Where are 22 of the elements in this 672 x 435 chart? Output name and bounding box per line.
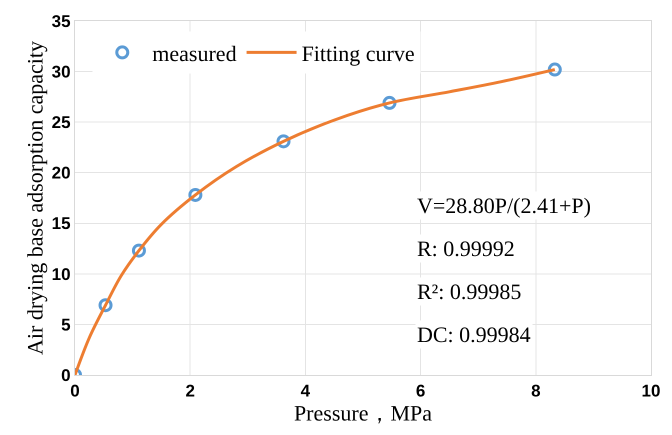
- annotation: V=28.80P/(2.41+P): [417, 193, 591, 218]
- annotation: DC: 0.99984: [417, 322, 531, 347]
- annotation: R²: 0.99985: [417, 279, 522, 304]
- x-tick-label: 10: [642, 381, 660, 400]
- y-tick-label: 10: [52, 264, 71, 284]
- y-tick-label: 0: [61, 366, 71, 385]
- legend-label: measured: [152, 41, 237, 66]
- y-tick-label: 30: [52, 62, 71, 82]
- x-tick-label: 8: [531, 381, 541, 400]
- y-tick-label: 5: [61, 315, 71, 334]
- point: [548, 62, 562, 77]
- legend-label: Fitting curve: [302, 41, 415, 66]
- y-tick-label: 15: [52, 214, 71, 234]
- y-tick-label: 20: [52, 164, 71, 183]
- y-tick-label: 25: [52, 113, 71, 132]
- y-tick-label: 35: [52, 12, 71, 31]
- x-axis-title: Pressure，MPa: [294, 400, 432, 426]
- y-axis-title: Air drying base adsorption capacity: [22, 40, 48, 356]
- x-tick-label: 6: [416, 381, 426, 400]
- annotation: R: 0.99992: [417, 236, 515, 261]
- x-tick-label: 4: [300, 381, 311, 400]
- x-tick-label: 2: [185, 381, 195, 400]
